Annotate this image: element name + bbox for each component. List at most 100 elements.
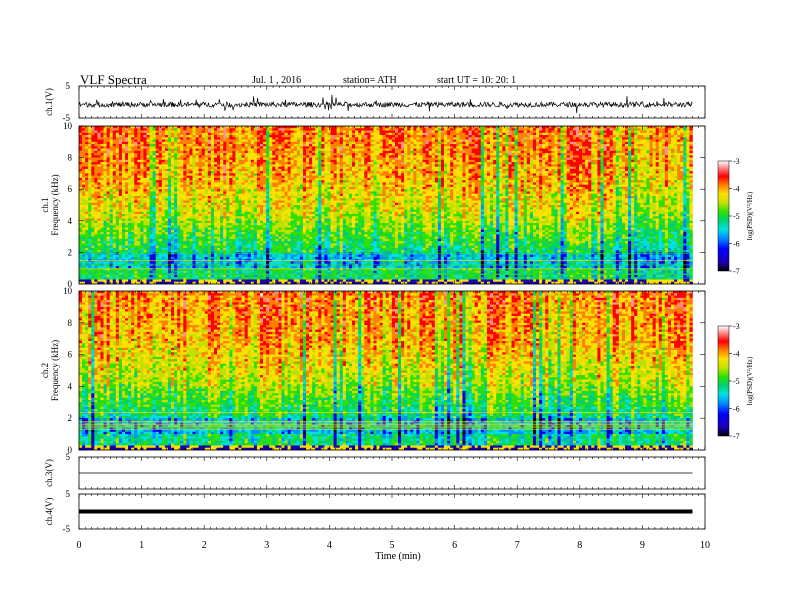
spectrogram-cell — [459, 146, 462, 149]
spectrogram-cell — [349, 128, 352, 131]
spectrogram-cell — [625, 149, 628, 152]
spectrogram-cell — [616, 160, 619, 163]
spectrogram-cell — [294, 176, 297, 179]
spectrogram-cell — [174, 140, 177, 143]
spectrogram-cell — [281, 180, 284, 183]
spectrogram-cell — [312, 133, 315, 136]
spectrogram-cell — [346, 151, 349, 154]
spectrogram-cell — [600, 164, 603, 167]
spectrogram-cell — [622, 153, 625, 156]
spectrogram-cell — [475, 128, 478, 131]
spectrogram-cell — [561, 178, 564, 181]
spectrogram-cell — [312, 149, 315, 152]
spectrogram-cell — [318, 151, 321, 154]
spectrogram-cell — [597, 180, 600, 183]
spectrogram-cell — [217, 153, 220, 156]
spectrogram-cell — [502, 162, 505, 165]
spectrogram-cell — [321, 167, 324, 170]
spectrogram-cell — [248, 131, 251, 134]
spectrogram-cell — [542, 173, 545, 176]
spectrogram-cell — [551, 133, 554, 136]
spectrogram-cell — [689, 144, 692, 147]
spectrogram-cell — [650, 128, 653, 131]
spectrogram-cell — [355, 162, 358, 165]
spectrogram-cell — [576, 128, 579, 131]
spectrogram-cell — [423, 176, 426, 179]
spectrogram-cell — [499, 167, 502, 170]
spectrogram-cell — [438, 178, 441, 181]
spectrogram-cell — [168, 173, 171, 176]
spectrogram-cell — [597, 135, 600, 138]
spectrogram-cell — [475, 164, 478, 167]
spectrogram-cell — [404, 153, 407, 156]
spectrogram-cell — [278, 155, 281, 158]
spectrogram-cell — [674, 173, 677, 176]
spectrogram-cell — [515, 158, 518, 161]
spectrogram-cell — [551, 167, 554, 170]
spectrogram-cell — [653, 167, 656, 170]
spectrogram-cell — [401, 128, 404, 131]
spectrogram-cell — [662, 176, 665, 179]
spectrogram-cell — [413, 180, 416, 183]
spectrogram-cell — [389, 167, 392, 170]
spectrogram-cell — [401, 173, 404, 176]
spectrogram-cell — [352, 164, 355, 167]
spectrogram-cell — [570, 162, 573, 165]
spectrogram-cell — [613, 140, 616, 143]
spectrogram-cell — [637, 140, 640, 143]
spectrogram-cell — [689, 135, 692, 138]
spectrogram-cell — [490, 180, 493, 183]
spectrogram-cell — [600, 167, 603, 170]
spectrogram-cell — [386, 131, 389, 134]
spectrogram-cell — [515, 178, 518, 181]
spectrogram-cell — [171, 135, 174, 138]
spectrogram-cell — [435, 128, 438, 131]
spectrogram-cell — [597, 153, 600, 156]
spectrogram-cell — [180, 162, 183, 165]
spectrogram-cell — [413, 153, 416, 156]
spectrogram-cell — [97, 173, 100, 176]
spectrogram-cell — [459, 135, 462, 138]
spectrogram-cell — [165, 155, 168, 158]
spectrogram-cell — [634, 162, 637, 165]
spectrogram-cell — [610, 164, 613, 167]
spectrogram-cell — [389, 146, 392, 149]
spectrogram-cell — [665, 155, 668, 158]
spectrogram-cell — [131, 169, 134, 172]
spectrogram-cell — [143, 167, 146, 170]
spectrogram-cell — [665, 158, 668, 161]
spectrogram-cell — [361, 149, 364, 152]
spectrogram-cell — [582, 135, 585, 138]
spectrogram-cell — [242, 176, 245, 179]
spectrogram-cell — [656, 128, 659, 131]
spectrogram-cell — [386, 137, 389, 140]
spectrogram-cell — [306, 137, 309, 140]
spectrogram-cell — [321, 146, 324, 149]
spectrogram-cell — [168, 140, 171, 143]
spectrogram-cell — [377, 158, 380, 161]
spectrogram-cell — [220, 178, 223, 181]
spectrogram-cell — [444, 155, 447, 158]
spectrogram-cell — [683, 169, 686, 172]
spectrogram-cell — [88, 162, 91, 165]
spectrogram-cell — [505, 135, 508, 138]
spectrogram-cell — [561, 144, 564, 147]
spectrogram-cell — [113, 128, 116, 131]
spectrogram-cell — [438, 169, 441, 172]
spectrogram-cell — [260, 167, 263, 170]
spectrogram-cell — [567, 142, 570, 145]
spectrogram-cell — [321, 180, 324, 183]
spectrogram-cell — [373, 171, 376, 174]
spectrogram-cell — [386, 153, 389, 156]
spectrogram-cell — [361, 167, 364, 170]
spectrogram-cell — [239, 128, 242, 131]
spectrogram-cell — [137, 142, 140, 145]
spectrogram-cell — [505, 128, 508, 131]
spectrogram-cell — [585, 169, 588, 172]
spectrogram-cell — [646, 133, 649, 136]
spectrogram-cell — [465, 167, 468, 170]
spectrogram-cell — [637, 149, 640, 152]
spectrogram-cell — [248, 128, 251, 131]
spectrogram-cell — [162, 140, 165, 143]
spectrogram-cell — [594, 151, 597, 154]
